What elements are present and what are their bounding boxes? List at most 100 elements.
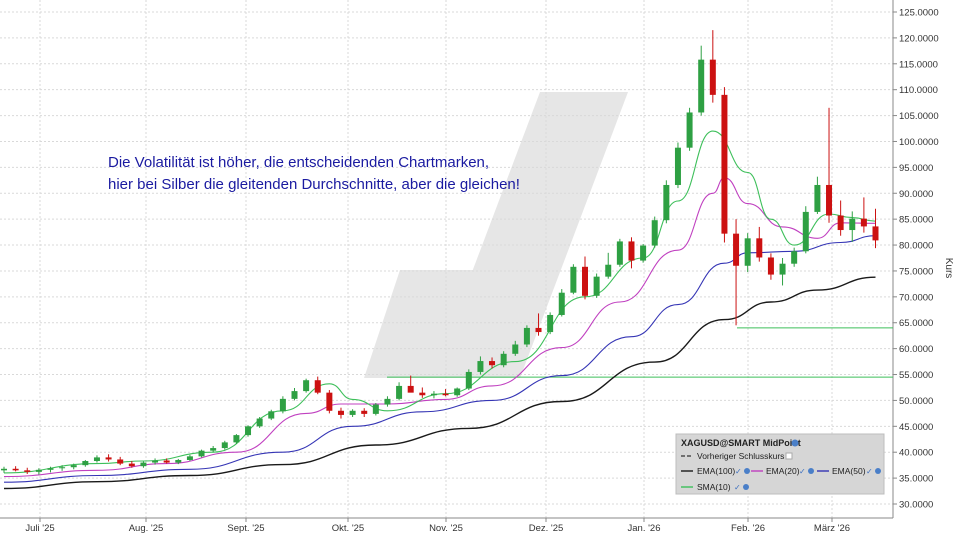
candle-body: [430, 393, 437, 396]
candle: [733, 219, 740, 326]
candle: [570, 264, 577, 295]
candle-body: [105, 457, 112, 460]
legend-ema20-settings-icon[interactable]: [808, 468, 814, 474]
candle-body: [291, 391, 298, 399]
candle: [674, 142, 681, 189]
y-tick-label: 85.0000: [899, 215, 933, 226]
legend-prev-close-checkbox[interactable]: [785, 452, 793, 460]
candle-body: [59, 467, 66, 469]
candle-body: [245, 426, 252, 436]
legend-ema100: EMA(100): [697, 466, 735, 476]
candle-body: [279, 398, 286, 412]
y-tick-label: 90.0000: [899, 189, 933, 200]
candle: [872, 208, 879, 249]
candle-body: [837, 215, 844, 231]
y-tick-label: 65.0000: [899, 318, 933, 329]
y-tick-label: 40.0000: [899, 448, 933, 459]
candle-body: [593, 276, 600, 296]
grid: [0, 0, 893, 518]
candle-body: [628, 241, 635, 261]
candle-body: [337, 410, 344, 415]
candle-body: [605, 264, 612, 277]
candle: [663, 180, 670, 224]
candle-body: [512, 344, 519, 354]
candle-body: [442, 393, 449, 396]
candle: [593, 273, 600, 298]
legend-ema100-settings-icon[interactable]: [744, 468, 750, 474]
candle: [454, 387, 461, 397]
candle: [709, 30, 716, 103]
candle-body: [303, 380, 310, 392]
legend-title-settings-icon[interactable]: [791, 439, 799, 447]
candle: [814, 176, 821, 214]
y-tick-label: 125.0000: [899, 8, 939, 19]
candle: [407, 375, 414, 393]
candle: [117, 456, 124, 466]
candle: [651, 216, 658, 248]
candle-body: [872, 226, 879, 241]
candle: [35, 468, 42, 475]
candle-body: [721, 94, 728, 234]
candle-body: [465, 371, 472, 389]
candle: [361, 408, 368, 417]
legend-ema100-check-icon[interactable]: ✓: [735, 467, 742, 476]
legend[interactable]: XAGUSD@SMART MidPoint Vorheriger Schluss…: [675, 433, 885, 495]
candle: [802, 206, 809, 254]
candle: [337, 407, 344, 419]
candle: [489, 357, 496, 369]
candle: [767, 253, 774, 280]
candle-body: [1, 468, 7, 471]
ma-line-sma10: [3, 130, 876, 474]
y-tick-label: 70.0000: [899, 292, 933, 303]
candle-body: [12, 468, 19, 471]
candle-body: [767, 257, 774, 275]
candle: [303, 378, 310, 393]
candle-body: [140, 462, 147, 467]
y-tick-label: 110.0000: [899, 85, 938, 96]
candle: [70, 463, 77, 470]
candle: [698, 45, 705, 116]
legend-sma10-settings-icon[interactable]: [743, 484, 749, 490]
candle-body: [779, 263, 786, 275]
candle-body: [198, 450, 205, 457]
candle: [24, 467, 31, 474]
candle-body: [616, 241, 623, 265]
candle-body: [221, 442, 228, 449]
candle-body: [744, 238, 751, 266]
candle: [779, 258, 786, 286]
x-axis: Juli '25 Aug. '25 Sept. '25 Okt. '25 Nov. '2…: [25, 518, 850, 534]
ma-line-ema20: [3, 177, 876, 478]
candle-body: [500, 353, 507, 366]
candle-body: [523, 327, 530, 345]
candle: [314, 376, 321, 395]
legend-sma10-check-icon[interactable]: ✓: [734, 483, 741, 492]
candles: [1, 30, 879, 475]
ma-line-ema50: [3, 235, 876, 483]
legend-prev-close: Vorheriger Schlusskurs: [697, 451, 784, 461]
annotation-line-2: hier bei Silber die gleitenden Durchschn…: [108, 176, 520, 193]
y-tick-label: 50.0000: [899, 396, 933, 407]
candle: [582, 256, 588, 300]
legend-ema50-check-icon[interactable]: ✓: [866, 467, 873, 476]
candle-body: [210, 448, 217, 451]
x-tick-label: Dez. '25: [529, 523, 564, 534]
candle: [465, 369, 472, 391]
candle: [152, 458, 159, 465]
legend-ema20-check-icon[interactable]: ✓: [799, 467, 806, 476]
candle: [535, 313, 542, 336]
candle-body: [489, 361, 496, 366]
candle: [837, 200, 844, 236]
candle-body: [326, 392, 333, 411]
candle-body: [640, 245, 647, 261]
legend-ema50-settings-icon[interactable]: [875, 468, 881, 474]
candle-body: [152, 460, 159, 463]
candle-body: [582, 266, 588, 296]
candle: [1, 466, 7, 473]
x-tick-label: Sept. '25: [227, 523, 264, 534]
y-tick-label: 105.0000: [899, 111, 939, 122]
candle-body: [70, 465, 77, 468]
candle: [233, 434, 240, 444]
x-tick-label: Juli '25: [25, 523, 54, 534]
candle: [721, 87, 728, 243]
